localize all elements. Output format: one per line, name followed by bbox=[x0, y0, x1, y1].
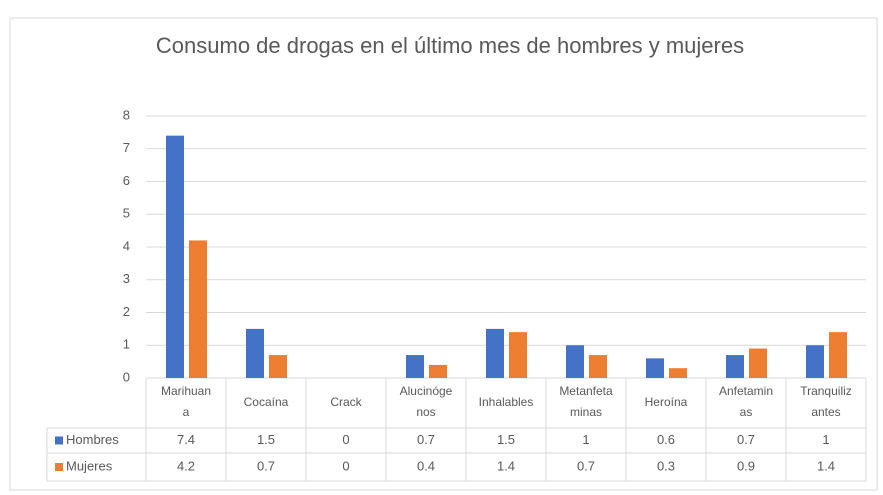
bar bbox=[429, 364, 447, 378]
table-value: 0.4 bbox=[417, 458, 435, 473]
x-tick-label: Heroína bbox=[644, 395, 688, 409]
bar bbox=[646, 358, 664, 378]
bar bbox=[749, 348, 767, 378]
title-box: Consumo de drogas en el último mes de ho… bbox=[155, 33, 745, 58]
bar bbox=[486, 328, 504, 378]
table-value: 0.7 bbox=[417, 432, 435, 447]
bar bbox=[806, 345, 824, 378]
table-value: 1.4 bbox=[497, 458, 515, 473]
x-tick-label: Crack bbox=[330, 395, 362, 409]
table-value: 0.6 bbox=[657, 432, 675, 447]
chart-title: Consumo de drogas en el último mes de ho… bbox=[155, 33, 745, 58]
y-tick-label: 4 bbox=[123, 238, 130, 253]
x-tick-label: Cocaína bbox=[243, 395, 289, 409]
bar bbox=[246, 328, 264, 378]
table-value: 1.5 bbox=[257, 432, 275, 447]
y-tick-label: 0 bbox=[123, 369, 130, 384]
legend-key bbox=[55, 436, 63, 445]
x-tick-label: Alucinógenos bbox=[399, 384, 453, 419]
legend-label: Hombres bbox=[66, 432, 119, 447]
y-tick-label: 2 bbox=[123, 304, 130, 319]
table-value: 1.5 bbox=[497, 432, 515, 447]
table-value: 0.3 bbox=[657, 458, 675, 473]
legend-label: Mujeres bbox=[66, 458, 113, 473]
x-tick-label: Inhalables bbox=[478, 395, 534, 409]
y-tick-label: 6 bbox=[123, 173, 130, 188]
table-value: 1.4 bbox=[817, 458, 835, 473]
x-tick-label: Tranquilizantes bbox=[800, 384, 852, 419]
table-value: 0 bbox=[342, 458, 349, 473]
y-tick-label: 1 bbox=[123, 337, 130, 352]
table-value: 1 bbox=[582, 432, 589, 447]
bar bbox=[566, 345, 584, 378]
bar bbox=[589, 355, 607, 378]
table-value: 4.2 bbox=[177, 458, 195, 473]
x-tick-label: Anfetaminas bbox=[718, 384, 774, 419]
table-value: 0 bbox=[342, 432, 349, 447]
bar bbox=[269, 355, 287, 378]
table-value: 7.4 bbox=[177, 432, 195, 447]
chart-frame bbox=[9, 17, 878, 491]
table-value: 0.7 bbox=[737, 432, 755, 447]
bar bbox=[406, 355, 424, 378]
bar bbox=[829, 332, 847, 378]
y-tick-label: 7 bbox=[123, 140, 130, 155]
y-tick-label: 3 bbox=[123, 271, 130, 286]
legend-key bbox=[55, 463, 63, 471]
x-tick-label: Marihuana bbox=[160, 384, 212, 419]
y-tick-label: 5 bbox=[123, 206, 130, 221]
bar bbox=[509, 332, 527, 378]
x-tick-label: Metanfetaminas bbox=[559, 384, 613, 419]
table-value: 0.9 bbox=[737, 458, 755, 473]
table-value: 1 bbox=[822, 432, 829, 447]
table-value: 0.7 bbox=[577, 458, 595, 473]
bar bbox=[726, 355, 744, 378]
bar bbox=[669, 368, 687, 378]
bar bbox=[189, 240, 207, 378]
bar bbox=[166, 135, 184, 378]
y-tick-label: 8 bbox=[123, 107, 130, 122]
table-value: 0.7 bbox=[257, 458, 275, 473]
